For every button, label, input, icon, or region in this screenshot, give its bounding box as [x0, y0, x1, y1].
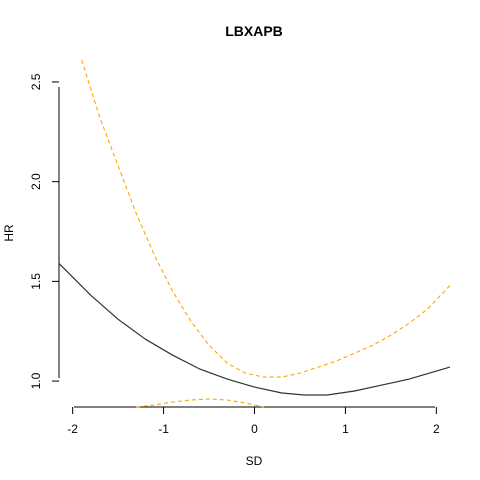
x-ticks: -2 -1 0 1 2: [67, 407, 440, 436]
series-layer: [58, 59, 451, 408]
y-tick-label: 1.5: [29, 273, 43, 290]
y-tick-label: 1.0: [29, 372, 43, 389]
upper-ci-curve: [81, 59, 451, 378]
x-tick-label: -1: [158, 422, 169, 436]
chart-title: LBXAPB: [225, 23, 283, 39]
lower-ci-curve: [136, 398, 264, 408]
y-tick-label: 2.0: [29, 173, 43, 190]
x-tick-label: 2: [433, 422, 440, 436]
x-tick-label: 1: [342, 422, 349, 436]
x-tick-label: -2: [67, 422, 78, 436]
x-axis-label: SD: [246, 454, 263, 468]
y-ticks: 1.0 1.5 2.0 2.5: [29, 73, 59, 389]
x-tick-label: 0: [251, 422, 258, 436]
hr-curve: [58, 262, 451, 396]
y-axis-label: HR: [2, 224, 16, 242]
y-tick-label: 2.5: [29, 73, 43, 90]
